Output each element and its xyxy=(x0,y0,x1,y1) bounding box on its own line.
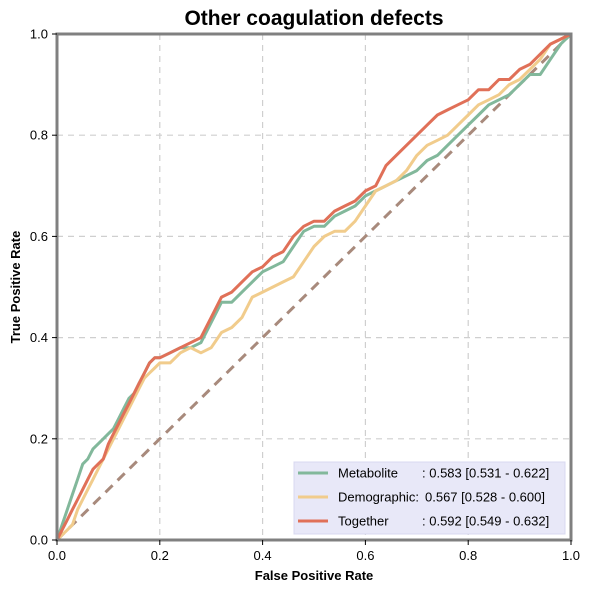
chance-diagonal-line xyxy=(55,32,573,542)
legend-series-name: Together xyxy=(338,514,389,529)
x-tick-label: 0.4 xyxy=(254,548,272,563)
series-line-together xyxy=(55,32,572,541)
y-tick-label: 0.2 xyxy=(30,431,48,446)
series-line-demographic xyxy=(55,32,572,542)
y-axis-label: True Positive Rate xyxy=(8,231,23,344)
legend-series-name: Metabolite xyxy=(338,466,398,481)
x-tick-label: 0.8 xyxy=(459,548,477,563)
y-tick-label: 0.6 xyxy=(30,229,48,244)
x-tick-label: 0.6 xyxy=(356,548,374,563)
legend-series-stats: 0.567 [0.528 - 0.600] xyxy=(425,490,545,505)
series-line-metabolite xyxy=(55,32,573,541)
diagonal-reference xyxy=(55,32,573,542)
plot-frame xyxy=(55,32,573,542)
legend-series-name: Demographic: xyxy=(338,490,419,505)
grid xyxy=(57,34,571,540)
y-tick-label: 1.0 xyxy=(30,27,48,42)
series-lines xyxy=(55,32,573,542)
x-tick-label: 0.2 xyxy=(151,548,169,563)
chart-title: Other coagulation defects xyxy=(184,7,443,30)
x-axis: 0.0 0.2 0.4 0.6 0.8 1.0 xyxy=(48,540,580,563)
y-axis: 0.0 0.2 0.4 0.6 0.8 1.0 xyxy=(30,27,57,548)
y-tick-label: 0.4 xyxy=(30,330,48,345)
y-tick-label: 0.8 xyxy=(30,128,48,143)
legend-series-stats: : 0.592 [0.549 - 0.632] xyxy=(422,514,549,529)
legend: Metabolite : 0.583 [0.531 - 0.622]Demogra… xyxy=(293,461,566,535)
legend-series-stats: : 0.583 [0.531 - 0.622] xyxy=(422,466,549,481)
y-tick-label: 0.0 xyxy=(30,533,48,548)
x-tick-label: 1.0 xyxy=(562,548,580,563)
x-axis-label: False Positive Rate xyxy=(255,568,374,583)
x-tick-label: 0.0 xyxy=(48,548,66,563)
legend-box xyxy=(293,461,566,535)
